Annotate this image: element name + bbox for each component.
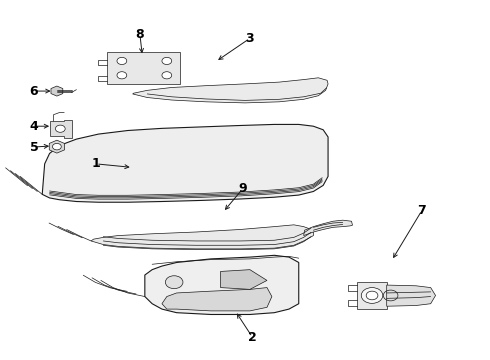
Circle shape [55, 125, 65, 132]
Polygon shape [49, 140, 65, 153]
Polygon shape [42, 125, 328, 202]
Circle shape [366, 291, 378, 300]
Polygon shape [357, 282, 387, 309]
Polygon shape [51, 86, 63, 96]
Text: 3: 3 [245, 32, 254, 45]
Polygon shape [133, 78, 328, 103]
Circle shape [162, 57, 172, 64]
Polygon shape [387, 285, 436, 306]
Text: 5: 5 [29, 140, 38, 153]
Polygon shape [91, 225, 314, 249]
Polygon shape [304, 220, 352, 235]
Circle shape [361, 288, 383, 303]
Text: 1: 1 [92, 157, 100, 170]
Text: 4: 4 [29, 120, 38, 133]
Text: 8: 8 [136, 28, 144, 41]
Circle shape [117, 72, 127, 79]
Polygon shape [220, 270, 267, 289]
Text: 9: 9 [238, 183, 247, 195]
Polygon shape [49, 120, 72, 138]
Text: 6: 6 [29, 85, 38, 98]
Circle shape [165, 276, 183, 289]
Circle shape [162, 72, 172, 79]
Polygon shape [162, 288, 272, 311]
Circle shape [117, 57, 127, 64]
Text: 2: 2 [248, 330, 257, 343]
Circle shape [52, 143, 61, 150]
Bar [107, 51, 179, 84]
Polygon shape [145, 255, 299, 315]
Text: 7: 7 [417, 204, 426, 217]
